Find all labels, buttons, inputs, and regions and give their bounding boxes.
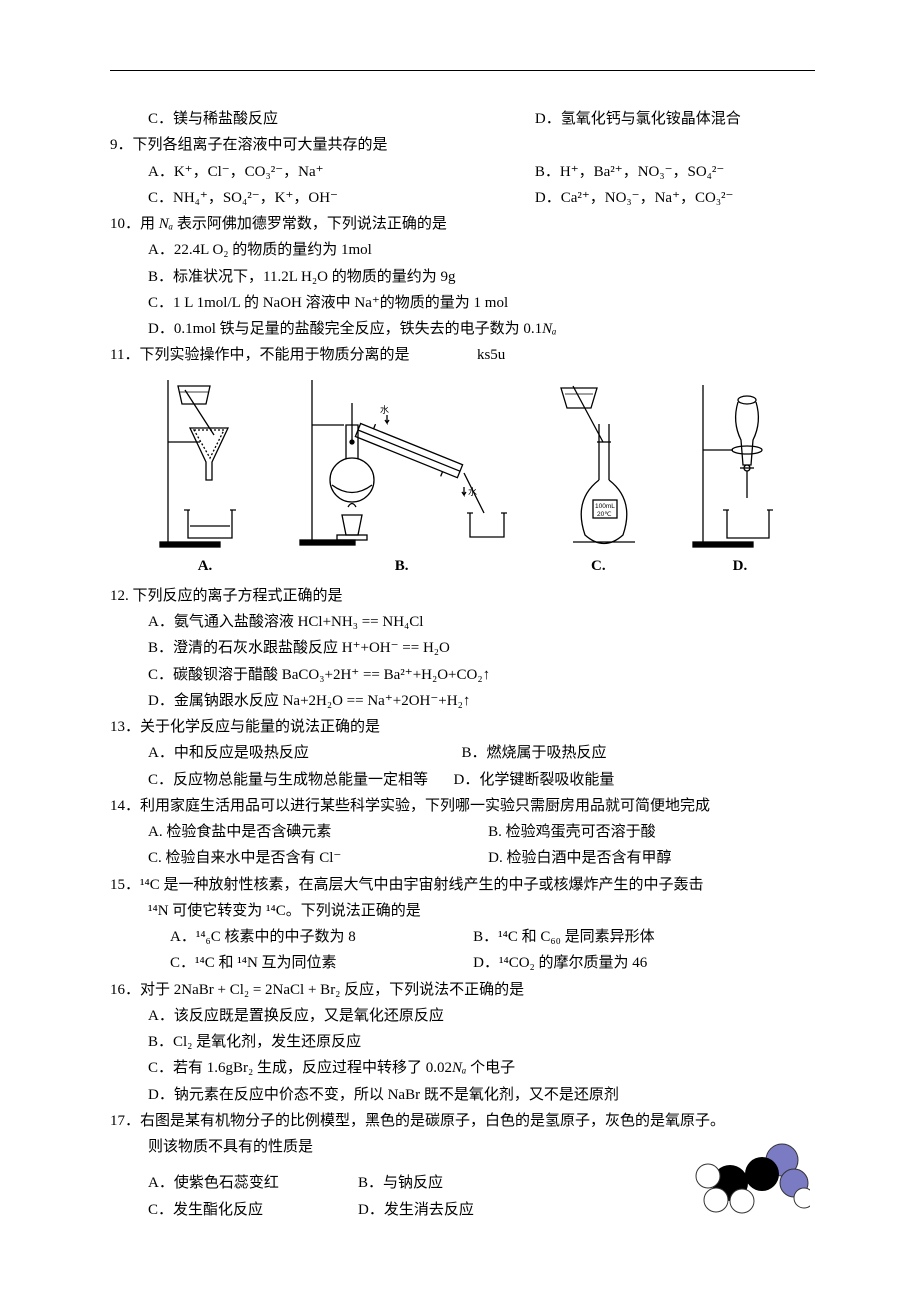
q10-d-na: Nₐ	[542, 321, 556, 337]
apparatus-b: 水 水 B.	[292, 375, 512, 579]
q17-molecule	[675, 1134, 815, 1223]
apparatus-c: 100mL 20℃ C.	[543, 380, 653, 579]
q14-opt-c: C. 检验自来水中是否含有 Cl⁻	[148, 845, 488, 871]
q13-opt-b: B．燃烧属于吸热反应	[461, 740, 815, 766]
q10-stem: 10．用 Nₐ 表示阿佛加德罗常数，下列说法正确的是	[110, 211, 815, 237]
q12-opt-a: A．氨气通入盐酸溶液 HCl+NH₃ == NH₄Cl	[110, 609, 815, 635]
q17-opt-b: B．与钠反应	[358, 1170, 443, 1196]
q10-na: Nₐ	[159, 216, 173, 232]
q10-opt-c: C．1 L 1mol/L 的 NaOH 溶液中 Na⁺的物质的量为 1 mol	[110, 290, 815, 316]
svg-text:水: 水	[380, 404, 389, 415]
q10-d-pre: D．0.1mol 铁与足量的盐酸完全反应，铁失去的电子数为 0.1	[148, 321, 542, 337]
q14-stem: 14．利用家庭生活用品可以进行某些科学实验，下列哪一实验只需厨房用品就可简便地完…	[110, 793, 815, 819]
q13-stem: 13．关于化学反应与能量的说法正确的是	[110, 714, 815, 740]
q16-c-post: 个电子	[466, 1060, 515, 1076]
q13-opt-d: D．化学键断裂吸收能量	[454, 772, 615, 788]
q8-options-cd: C．镁与稀盐酸反应 D．氢氧化钙与氯化铵晶体混合	[110, 106, 815, 132]
page-rule	[110, 70, 815, 71]
q17-opt-d: D．发生消去反应	[358, 1197, 474, 1223]
q9-row2: C．NH₄⁺，SO₄²⁻，K⁺，OH⁻ D．Ca²⁺，NO₃⁻，Na⁺，CO₃²…	[110, 185, 815, 211]
q9-row1: A．K⁺，Cl⁻，CO₃²⁻，Na⁺ B．H⁺，Ba²⁺，NO₃⁻，SO₄²⁻	[110, 159, 815, 185]
q15-row2: C．¹⁴C 和 ¹⁴N 互为同位素 D．¹⁴CO₂ 的摩尔质量为 46	[110, 950, 815, 976]
distillation-icon: 水 水	[292, 375, 512, 550]
q13-opt-c: C．反应物总能量与生成物总能量一定相等	[148, 772, 428, 788]
q17-body: 则该物质不具有的性质是 A．使紫色石蕊变红 B．与钠反应 C．发生酯化反应 D．…	[110, 1134, 815, 1223]
q10-opt-d: D．0.1mol 铁与足量的盐酸完全反应，铁失去的电子数为 0.1Nₐ	[110, 316, 815, 342]
svg-text:100mL: 100mL	[595, 503, 615, 510]
q16-c-pre: C．若有 1.6gBr₂ 生成，反应过程中转移了 0.02	[148, 1060, 452, 1076]
q17-stem1: 17．右图是某有机物分子的比例模型，黑色的是碳原子，白色的是氢原子，灰色的是氧原…	[110, 1108, 815, 1134]
q16-c-na: Nₐ	[452, 1060, 466, 1076]
q14-opt-a: A. 检验食盐中是否含碘元素	[148, 819, 488, 845]
label-b: B.	[395, 553, 409, 579]
q12-stem: 12. 下列反应的离子方程式正确的是	[110, 583, 815, 609]
q11-stem-text: 11．下列实验操作中，不能用于物质分离的是	[110, 347, 409, 363]
q15-stem2: ¹⁴N 可使它转变为 ¹⁴C。下列说法正确的是	[110, 898, 815, 924]
filtration-icon	[150, 380, 260, 550]
q17-stem2: 则该物质不具有的性质是	[110, 1134, 675, 1160]
q15-opt-a: A．¹⁴₆C 核素中的中子数为 8	[170, 924, 473, 950]
q12-opt-d: D．金属钠跟水反应 Na+2H₂O == Na⁺+2OH⁻+H₂↑	[110, 688, 815, 714]
q9-stem: 9．下列各组离子在溶液中可大量共存的是	[110, 132, 815, 158]
apparatus-d: D.	[685, 380, 795, 579]
q17-opt-c: C．发生酯化反应	[148, 1197, 358, 1223]
q17-text: 则该物质不具有的性质是 A．使紫色石蕊变红 B．与钠反应 C．发生酯化反应 D．…	[110, 1134, 675, 1223]
molecule-icon	[680, 1138, 810, 1218]
q14-row1: A. 检验食盐中是否含碘元素 B. 检验鸡蛋壳可否溶于酸	[110, 819, 815, 845]
q13-opt-a: A．中和反应是吸热反应	[148, 740, 461, 766]
q16-stem: 16．对于 2NaBr + Cl₂ = 2NaCl + Br₂ 反应，下列说法不…	[110, 977, 815, 1003]
q13-row2: C．反应物总能量与生成物总能量一定相等 D．化学键断裂吸收能量	[110, 767, 815, 793]
q16-opt-c: C．若有 1.6gBr₂ 生成，反应过程中转移了 0.02Nₐ 个电子	[110, 1055, 815, 1081]
q15-opt-b: B．¹⁴C 和 C₆₀ 是同素异形体	[473, 924, 815, 950]
q10-stem-pre: 10．用	[110, 216, 159, 232]
q10-opt-a: A．22.4L O₂ 的物质的量约为 1mol	[110, 237, 815, 263]
q8-opt-d: D．氢氧化钙与氯化铵晶体混合	[535, 106, 815, 132]
q11-stem: 11．下列实验操作中，不能用于物质分离的是 ks5u	[110, 342, 815, 368]
q16-opt-d: D．钠元素在反应中价态不变，所以 NaBr 既不是氧化剂，又不是还原剂	[110, 1082, 815, 1108]
svg-text:20℃: 20℃	[597, 511, 612, 518]
label-a: A.	[198, 553, 213, 579]
q17-row2: C．发生酯化反应 D．发生消去反应	[110, 1197, 675, 1223]
q11-diagrams: A.	[110, 369, 815, 583]
apparatus-a: A.	[150, 380, 260, 579]
q14-opt-b: B. 检验鸡蛋壳可否溶于酸	[488, 819, 815, 845]
q15-opt-c: C．¹⁴C 和 ¹⁴N 互为同位素	[170, 950, 473, 976]
q13-row1: A．中和反应是吸热反应 B．燃烧属于吸热反应	[110, 740, 815, 766]
separating-funnel-icon	[685, 380, 795, 550]
spacer	[110, 1160, 675, 1170]
q15-row1: A．¹⁴₆C 核素中的中子数为 8 B．¹⁴C 和 C₆₀ 是同素异形体	[110, 924, 815, 950]
q14-row2: C. 检验自来水中是否含有 Cl⁻ D. 检验白酒中是否含有甲醇	[110, 845, 815, 871]
q16-opt-b: B．Cl₂ 是氧化剂，发生还原反应	[110, 1029, 815, 1055]
q10-stem-post: 表示阿佛加德罗常数，下列说法正确的是	[173, 216, 447, 232]
q17-row1: A．使紫色石蕊变红 B．与钠反应	[110, 1170, 675, 1196]
label-d: D.	[733, 553, 748, 579]
q11-ks5u: ks5u	[477, 347, 505, 363]
q12-opt-c: C．碳酸钡溶于醋酸 BaCO₃+2H⁺ == Ba²⁺+H₂O+CO₂↑	[110, 662, 815, 688]
q14-opt-d: D. 检验白酒中是否含有甲醇	[488, 845, 815, 871]
q9-opt-d: D．Ca²⁺，NO₃⁻，Na⁺，CO₃²⁻	[535, 185, 815, 211]
q15-opt-d: D．¹⁴CO₂ 的摩尔质量为 46	[473, 950, 815, 976]
q15-stem1: 15．¹⁴C 是一种放射性核素，在高层大气中由宇宙射线产生的中子或核爆炸产生的中…	[110, 872, 815, 898]
q17-opt-a: A．使紫色石蕊变红	[148, 1170, 358, 1196]
label-c: C.	[591, 553, 606, 579]
q10-opt-b: B．标准状况下，11.2L H₂O 的物质的量约为 9g	[110, 264, 815, 290]
q9-opt-c: C．NH₄⁺，SO₄²⁻，K⁺，OH⁻	[148, 185, 535, 211]
q9-opt-a: A．K⁺，Cl⁻，CO₃²⁻，Na⁺	[148, 159, 535, 185]
volumetric-flask-icon: 100mL 20℃	[543, 380, 653, 550]
q12-opt-b: B．澄清的石灰水跟盐酸反应 H⁺+OH⁻ == H₂O	[110, 635, 815, 661]
q9-opt-b: B．H⁺，Ba²⁺，NO₃⁻，SO₄²⁻	[535, 159, 815, 185]
q16-opt-a: A．该反应既是置换反应，又是氧化还原反应	[110, 1003, 815, 1029]
q8-opt-c: C．镁与稀盐酸反应	[148, 106, 535, 132]
